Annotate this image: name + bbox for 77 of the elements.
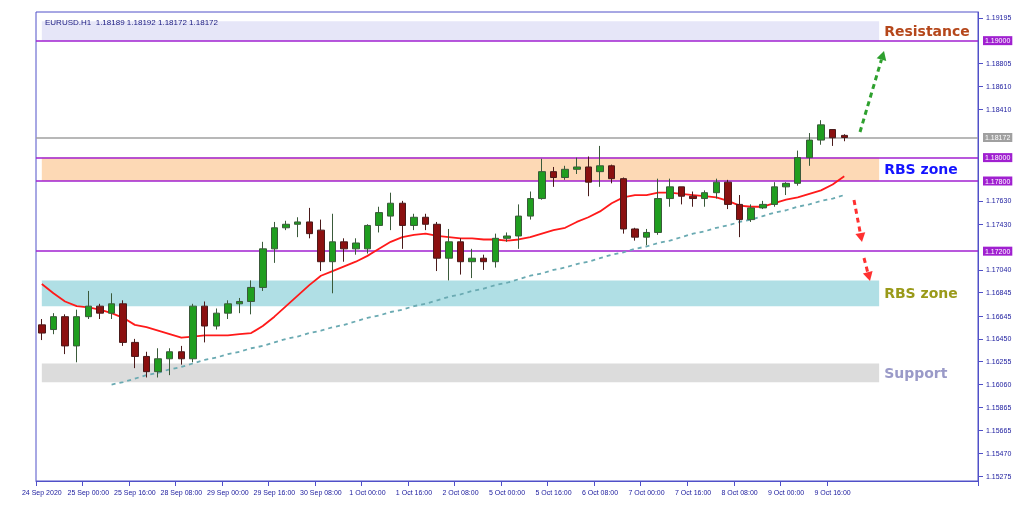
candlestick [224,299,232,320]
candlestick [724,179,732,210]
candlestick [620,177,627,235]
candlestick [213,307,220,331]
band-label: Support [884,364,948,381]
candlestick [596,145,604,188]
candlestick [96,303,104,320]
candlestick [713,178,720,200]
candlestick [782,181,790,196]
candlestick [678,186,685,205]
candlestick [154,347,162,378]
candlestick [806,132,813,167]
candlestick [317,219,325,272]
candlestick [189,303,197,363]
line-series [40,175,846,339]
candlestick [736,194,743,238]
candlestick [271,221,278,264]
candlestick [50,312,57,335]
candlestick [445,228,453,281]
candlestick [422,213,429,231]
candlestick [399,200,406,250]
candlestick [178,345,185,366]
candlestick [340,237,348,263]
candlestick [329,213,336,294]
candlestick [61,313,69,355]
band-label: RBS zone [884,285,958,302]
candlestick [538,158,546,201]
candlestick [503,231,511,243]
candlestick [259,241,267,292]
candlestick [492,233,499,269]
candlestick [689,191,697,208]
candlestick [666,178,674,208]
candlestick [468,248,476,279]
candlestick [561,165,569,181]
candlestick [550,166,557,188]
candlestick [573,157,581,175]
candlestick [410,213,418,231]
candlestick [85,290,92,320]
candlestick [108,292,115,320]
candlestick [747,203,755,223]
candlestick [794,150,801,187]
candlestick [771,181,778,208]
candlestick [131,338,139,369]
candlestick [364,223,371,255]
candlestick [585,155,592,197]
candlestick [608,164,615,184]
candlestick [119,299,127,347]
line-series [110,194,846,386]
candlestick [236,297,243,314]
candlestick [294,216,301,238]
candlestick [352,237,360,256]
band-label: Resistance [884,22,970,39]
candlestick [457,237,464,276]
candlestick [306,207,313,239]
candlestick [701,189,708,208]
candlestick [143,351,150,378]
candlestick [841,133,848,142]
candlestick [480,254,487,271]
band-label: RBS zone [884,161,958,178]
candlestick [817,119,825,146]
candlestick [247,279,255,315]
candlestick [515,203,522,250]
candlestick [643,228,650,246]
candlestick [73,309,80,363]
candlestick [631,227,639,242]
candlestick [282,220,290,231]
candlestick [201,300,208,343]
candlestick [387,192,394,231]
candlestick [829,129,836,147]
candlestick [433,221,441,272]
candlestick [759,200,767,210]
text: EURUSD.H1 1.18189 1.18192 1.18172 1.18172 [45,17,219,27]
candlestick [38,318,46,341]
candlestick [654,178,662,236]
candlestick [375,206,383,233]
candlestick [166,347,173,376]
candlestick [527,191,534,221]
